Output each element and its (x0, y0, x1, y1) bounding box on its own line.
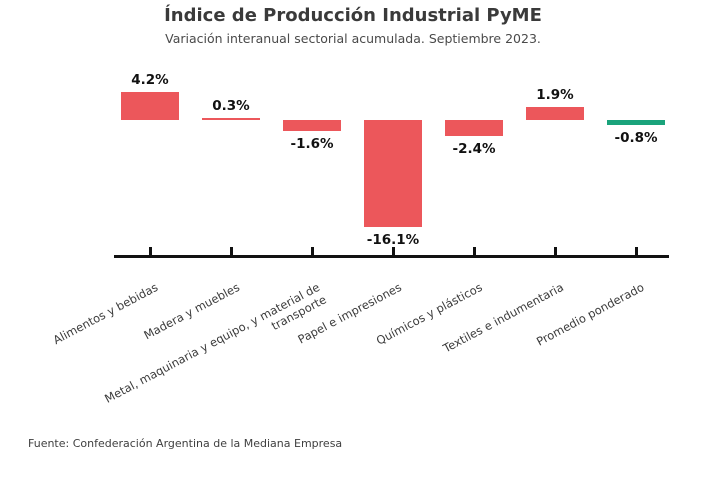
source-note: Fuente: Confederación Argentina de la Me… (28, 437, 343, 450)
x-tick (554, 247, 557, 256)
bar (202, 118, 260, 120)
chart-subtitle: Variación interanual sectorial acumulada… (165, 31, 541, 46)
bar (607, 120, 665, 126)
x-tick (149, 247, 152, 256)
x-axis-line (114, 255, 669, 258)
value-label: -0.8% (614, 130, 658, 147)
chart-title: Índice de Producción Industrial PyME (164, 5, 542, 26)
x-tick (311, 247, 314, 256)
x-tick (473, 247, 476, 256)
bar (445, 120, 503, 136)
value-label: -2.4% (452, 141, 496, 157)
x-tick (230, 247, 233, 256)
value-label: -16.1% (366, 232, 420, 249)
value-label: 1.9% (536, 87, 574, 104)
x-tick (635, 247, 638, 256)
bar (283, 120, 341, 131)
x-tick-label: Alimentos y bebidas (50, 280, 161, 348)
bar (364, 120, 422, 228)
value-label: -1.6% (290, 135, 334, 152)
x-tick (392, 247, 395, 256)
bar (121, 92, 179, 120)
bar (526, 107, 584, 120)
value-label: 4.2% (131, 72, 169, 88)
value-label: 0.3% (212, 98, 250, 114)
